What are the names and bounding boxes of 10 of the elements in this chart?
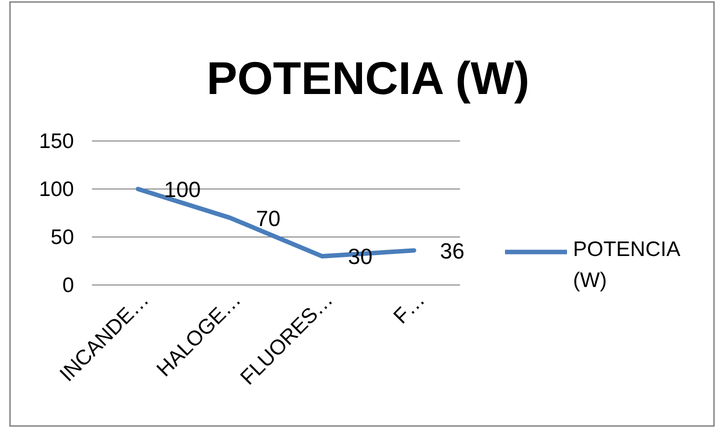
legend-label: POTENCIA (W) [573, 237, 681, 294]
y-tick-label: 50 [50, 226, 74, 249]
x-tick-label: F… [389, 288, 430, 328]
y-tick-label: 150 [38, 130, 74, 153]
data-label: 70 [256, 206, 280, 231]
y-tick-label: 100 [38, 178, 74, 201]
data-label: 100 [164, 177, 201, 202]
chart-title: POTENCIA (W) [206, 52, 530, 104]
y-tick-label: 0 [62, 274, 74, 297]
data-label: 36 [440, 238, 464, 264]
